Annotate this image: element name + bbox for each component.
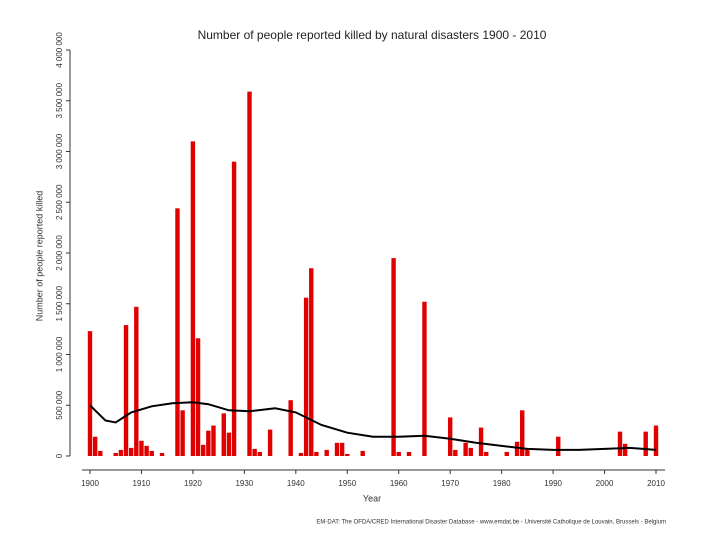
bar <box>231 161 237 456</box>
bar <box>463 442 468 456</box>
bar <box>309 268 314 456</box>
y-tick-label: 3 500 000 <box>55 82 64 118</box>
bar <box>478 427 484 456</box>
x-tick-label: 1990 <box>544 479 562 488</box>
bar <box>422 301 427 456</box>
bar <box>206 430 211 456</box>
bar <box>159 452 165 456</box>
chart-title: Number of people reported killed by natu… <box>198 28 547 42</box>
bar <box>339 442 345 456</box>
x-tick-label: 1980 <box>493 479 511 488</box>
bar <box>118 449 124 456</box>
bar <box>98 450 103 456</box>
bar <box>247 91 252 457</box>
bar <box>447 417 453 456</box>
bar <box>180 410 185 456</box>
bar <box>128 447 134 456</box>
y-tick-label: 1 000 000 <box>55 336 64 372</box>
x-tick-label: 1970 <box>441 479 459 488</box>
bar <box>453 449 458 456</box>
bar <box>123 325 129 456</box>
bar <box>201 444 206 456</box>
y-tick-label: 2 000 000 <box>55 235 64 271</box>
bar <box>149 450 154 456</box>
bar <box>211 425 216 456</box>
bar <box>190 141 196 456</box>
bar <box>504 451 509 456</box>
x-tick-label: 1920 <box>184 479 202 488</box>
x-tick-label: 1950 <box>338 479 356 488</box>
bar <box>396 451 401 456</box>
y-tick-label: 3 000 000 <box>55 133 64 169</box>
bar <box>267 429 273 456</box>
bar <box>520 410 525 456</box>
bar <box>303 297 309 456</box>
bar <box>406 451 412 456</box>
bar <box>175 208 180 456</box>
bar <box>556 436 561 456</box>
bar <box>298 452 304 456</box>
source-note: EM-DAT: The OFDA/CRED International Disa… <box>316 520 666 526</box>
bar <box>525 448 530 456</box>
bar <box>345 453 350 456</box>
bar <box>514 441 520 456</box>
x-tick-label: 2000 <box>596 479 614 488</box>
bar <box>221 413 226 456</box>
y-axis-label: Number of people reported killed <box>34 191 44 322</box>
bar <box>643 431 648 456</box>
bar <box>92 436 98 456</box>
bar <box>134 306 139 456</box>
x-tick-label: 1960 <box>390 479 408 488</box>
bar <box>195 338 201 456</box>
bar <box>617 431 623 456</box>
bar <box>113 452 118 456</box>
x-tick-label: 1900 <box>81 479 99 488</box>
bar <box>257 451 262 456</box>
y-tick-label: 0 <box>55 453 64 458</box>
bar <box>288 400 293 456</box>
bar <box>653 425 659 456</box>
bar <box>87 331 93 456</box>
bar <box>324 449 329 456</box>
bar <box>484 451 489 456</box>
bar <box>314 451 319 456</box>
bar <box>139 440 144 456</box>
bar <box>360 450 365 456</box>
bar <box>252 448 257 456</box>
x-tick-label: 1910 <box>133 479 151 488</box>
y-tick-label: 2 500 000 <box>55 184 64 220</box>
bar <box>334 442 340 456</box>
y-tick-label: 500 000 <box>55 390 64 419</box>
y-tick-label: 4 000 000 <box>55 32 64 68</box>
x-tick-label: 1940 <box>287 479 305 488</box>
bar <box>226 432 232 456</box>
bar <box>468 447 473 456</box>
x-tick-label: 1930 <box>235 479 253 488</box>
x-axis-label: Year <box>363 493 381 503</box>
trend-line <box>89 401 657 451</box>
y-tick-label: 1 500 000 <box>55 285 64 321</box>
bar <box>622 443 628 456</box>
bar <box>144 445 149 456</box>
bar <box>391 258 396 456</box>
x-tick-label: 2010 <box>647 479 665 488</box>
